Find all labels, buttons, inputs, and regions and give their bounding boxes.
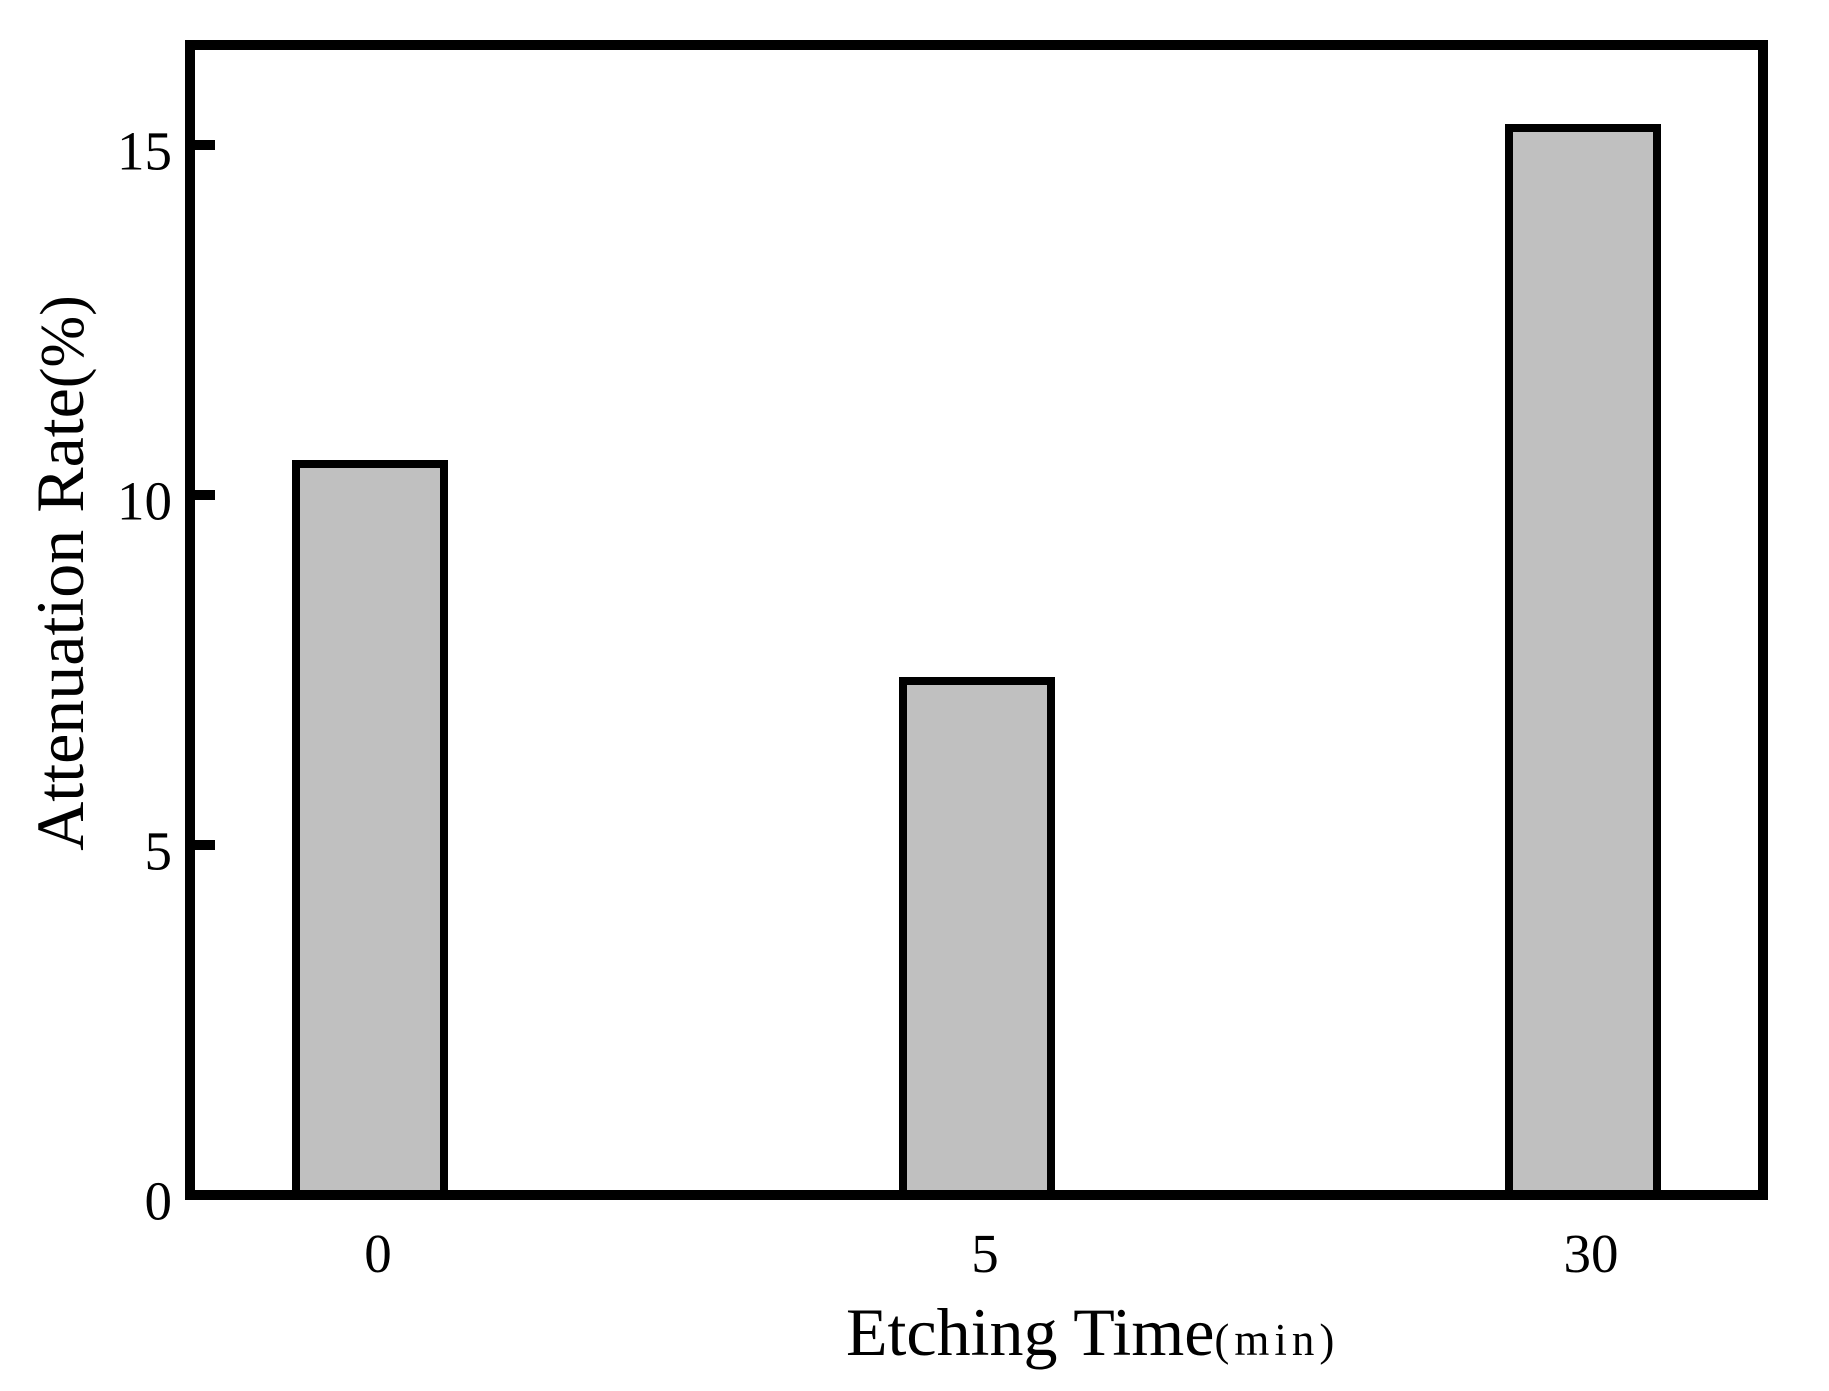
- bar-0-min: [292, 460, 448, 1190]
- y-tick: [195, 490, 215, 500]
- x-tick-label: 5: [971, 1223, 999, 1284]
- y-tick-label: 15: [117, 120, 172, 182]
- y-tick-label: 0: [144, 1170, 173, 1232]
- x-axis-title: Etching Time(min): [846, 1298, 1339, 1366]
- y-axis-title: Attenuation Rate(%): [22, 295, 98, 851]
- x-axis-title-text: Etching Time: [846, 1294, 1215, 1370]
- bar-5-min: [899, 677, 1055, 1190]
- y-tick: [195, 140, 215, 150]
- y-tick-label: 10: [117, 470, 172, 532]
- y-axis-title-text: Attenuation Rate: [22, 388, 98, 851]
- x-tick-label: 30: [1563, 1223, 1619, 1284]
- x-tick-label: 0: [364, 1223, 392, 1284]
- y-tick: [195, 840, 215, 850]
- bar-30-min: [1505, 124, 1661, 1190]
- y-tick-label: 5: [144, 820, 173, 882]
- y-axis-unit: (%): [29, 295, 97, 389]
- x-axis-unit: (min): [1214, 1315, 1340, 1365]
- plot-area: [185, 40, 1768, 1200]
